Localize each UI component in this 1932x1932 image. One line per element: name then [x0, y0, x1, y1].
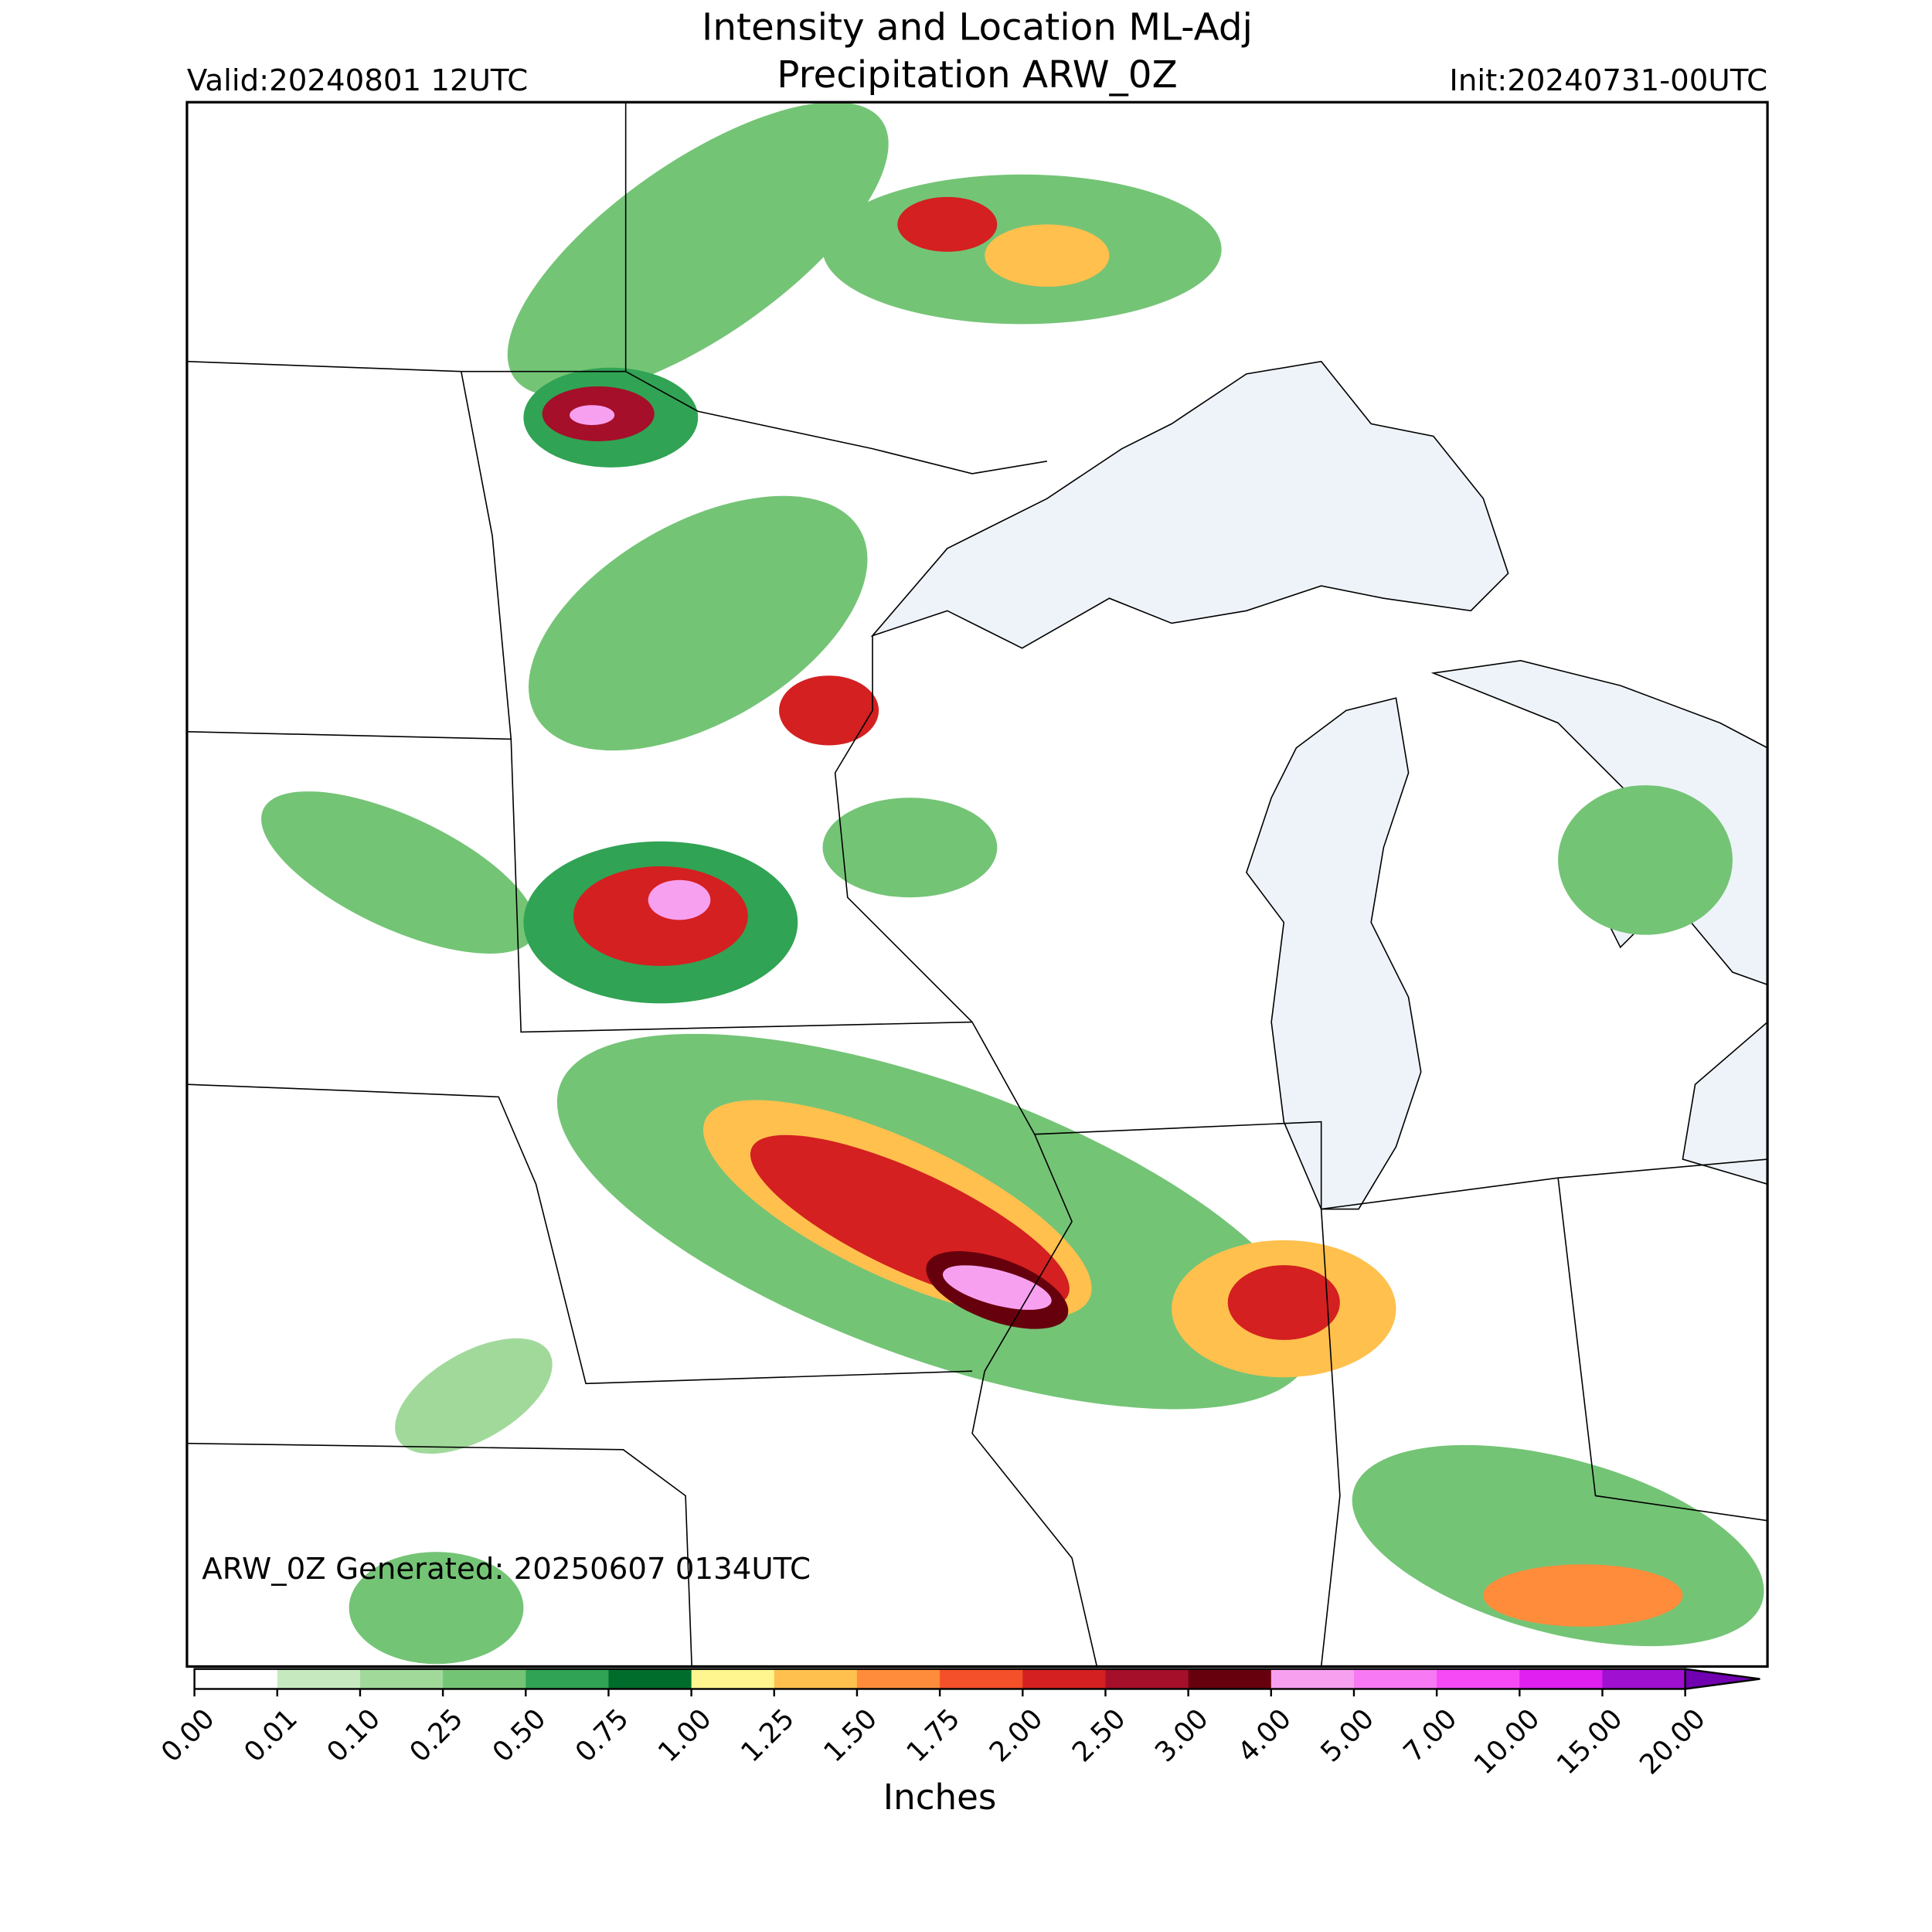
colorbar-segment — [1602, 1668, 1686, 1689]
colorbar-tick-label: 4.00 — [1232, 1703, 1298, 1769]
generated-note: ARW_0Z Generated: 20250607 0134UTC — [202, 1552, 811, 1587]
colorbar-tick-label: 15.00 — [1551, 1703, 1629, 1781]
map-frame — [185, 100, 1769, 1668]
colorbar-tick-label: 2.00 — [984, 1703, 1049, 1769]
colorbar-segment — [1519, 1668, 1604, 1689]
colorbar-tick-label: 7.00 — [1397, 1703, 1463, 1769]
colorbar-extension — [1684, 1668, 1760, 1690]
colorbar-segment — [1105, 1668, 1189, 1689]
colorbar: 0.00 0.01 0.10 0.25 0.50 0.75 1.00 1.25 1.50 1.75… — [155, 1668, 1760, 1781]
colorbar-tick-label: 0.50 — [487, 1703, 553, 1769]
precip — [261, 102, 1764, 1665]
title: Precipitation ARW_0Z — [777, 53, 1177, 97]
border — [834, 635, 973, 1023]
colorbar-segment — [856, 1668, 940, 1689]
lake-superior — [870, 360, 1509, 649]
border — [1320, 1209, 1341, 1667]
border — [625, 370, 1047, 474]
border — [186, 1442, 692, 1667]
colorbar-segment — [359, 1668, 444, 1689]
colorbar-segment — [1437, 1668, 1521, 1689]
colorbar-segment — [774, 1668, 858, 1689]
colorbar-label: Inches — [883, 1777, 997, 1818]
border — [186, 102, 627, 372]
colorbar-tick-label: 1.00 — [652, 1703, 718, 1769]
border — [1557, 1178, 1768, 1522]
border — [186, 1083, 973, 1385]
valid-time: Valid:20240801 12UTC — [187, 63, 528, 98]
colorbar-segment — [1022, 1668, 1107, 1689]
colorbar-tick-label: 2.50 — [1066, 1703, 1132, 1769]
colorbar-tick-label: 1.50 — [818, 1703, 883, 1769]
border — [460, 371, 512, 740]
colorbar-segment — [691, 1668, 775, 1689]
colorbar-tick-label: 0.25 — [403, 1703, 469, 1769]
border — [186, 730, 973, 1033]
colorbar-tick-label: 1.25 — [735, 1703, 801, 1769]
colorbar-segment — [608, 1668, 692, 1689]
lake-erie — [1682, 1021, 1768, 1185]
colorbar-tick-label: 0.01 — [238, 1703, 304, 1769]
title: Intensity and Location ML-Adj — [702, 6, 1253, 49]
colorbar-segment — [940, 1668, 1024, 1689]
colorbar-tick-label: 5.00 — [1315, 1703, 1380, 1769]
lake-michigan — [1246, 697, 1422, 1210]
map — [186, 102, 1768, 1667]
colorbar-tick-label: 0.00 — [155, 1703, 221, 1769]
init-time: Init:20240731-00UTC — [1449, 63, 1767, 98]
colorbar-tick-label: 20.00 — [1634, 1703, 1712, 1781]
colorbar-segment — [1270, 1668, 1355, 1689]
colorbar-tick-label: 0.75 — [570, 1703, 635, 1769]
colorbar-segment — [526, 1668, 610, 1689]
colorbar-tick-label: 1.75 — [900, 1703, 966, 1769]
colorbar-tick-label: 0.10 — [321, 1703, 386, 1769]
colorbar-tick-label: 3.00 — [1149, 1703, 1215, 1769]
colorbar-segment — [277, 1668, 361, 1689]
colorbar-segment — [1188, 1668, 1272, 1689]
colorbar-segment — [194, 1668, 278, 1689]
border — [971, 1134, 1098, 1667]
colorbar-tick-label: 10.00 — [1468, 1703, 1546, 1781]
colorbar-segment — [1353, 1668, 1437, 1689]
colorbar-segment — [443, 1668, 527, 1689]
border — [971, 1022, 1768, 1210]
